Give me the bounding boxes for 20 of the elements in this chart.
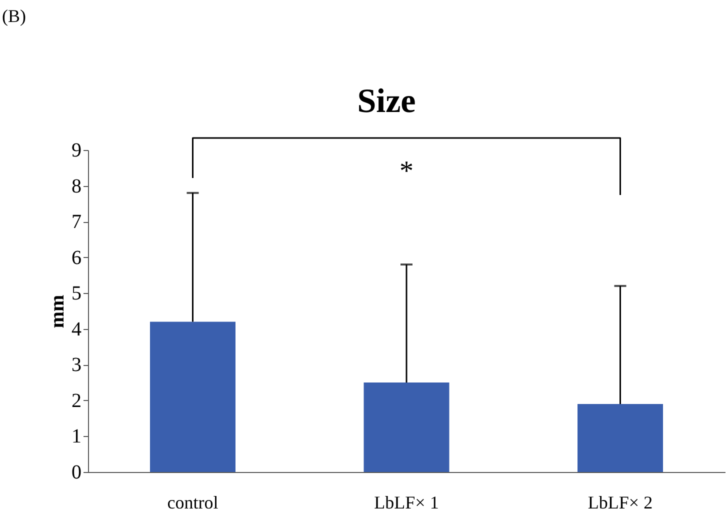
chart-title: Size [357, 83, 416, 120]
x-tick-label: LbLF× 1 [374, 492, 439, 512]
y-tick-label: 8 [72, 175, 82, 198]
annotation: * [400, 156, 414, 187]
bar [578, 404, 664, 472]
y-tick-label: 2 [72, 390, 82, 412]
y-tick-label: 5 [72, 282, 82, 305]
bar [150, 322, 236, 472]
y-tick-label: 9 [72, 140, 82, 162]
y-tick-label: 6 [72, 246, 82, 269]
y-tick-label: 3 [72, 354, 82, 376]
y-tick-label: 1 [72, 426, 82, 448]
y-tick-label: 4 [72, 318, 82, 340]
x-tick-label: control [167, 492, 218, 512]
y-tick-label: 7 [72, 211, 82, 234]
bar [364, 382, 450, 472]
x-tick-label: LbLF× 2 [588, 492, 653, 512]
y-axis-title: mm [46, 294, 68, 328]
y-tick-label: 0 [72, 462, 82, 484]
text: (B) [2, 6, 26, 26]
